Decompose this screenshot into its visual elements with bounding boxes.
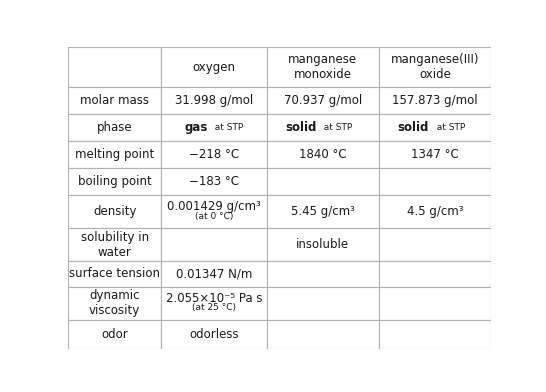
Text: molar mass: molar mass xyxy=(80,94,149,107)
Bar xyxy=(161,261,266,287)
Text: 0.001429 g/cm³: 0.001429 g/cm³ xyxy=(167,200,261,213)
Text: (at 0 °C): (at 0 °C) xyxy=(195,212,233,221)
Bar xyxy=(161,195,266,228)
Text: surface tension: surface tension xyxy=(69,267,160,280)
Bar xyxy=(379,87,491,114)
Bar xyxy=(266,195,379,228)
Text: phase: phase xyxy=(97,121,133,134)
Bar xyxy=(68,228,161,261)
Text: solid: solid xyxy=(397,121,429,134)
Bar xyxy=(161,141,266,168)
Text: melting point: melting point xyxy=(75,148,155,161)
Bar xyxy=(379,141,491,168)
Bar xyxy=(379,47,491,87)
Text: 2.055×10⁻⁵ Pa s: 2.055×10⁻⁵ Pa s xyxy=(165,292,262,305)
Bar xyxy=(266,47,379,87)
Bar xyxy=(379,287,491,319)
Bar xyxy=(68,87,161,114)
Text: oxygen: oxygen xyxy=(192,60,235,74)
Bar xyxy=(161,114,266,141)
Bar xyxy=(161,47,266,87)
Bar xyxy=(161,287,266,319)
Bar xyxy=(266,319,379,349)
Bar xyxy=(68,47,161,87)
Bar xyxy=(266,261,379,287)
Text: solubility in
water: solubility in water xyxy=(81,230,149,259)
Text: (at 25 °C): (at 25 °C) xyxy=(192,303,236,312)
Text: gas: gas xyxy=(185,121,207,134)
Bar xyxy=(379,319,491,349)
Text: 5.45 g/cm³: 5.45 g/cm³ xyxy=(291,205,355,218)
Bar xyxy=(266,228,379,261)
Text: −183 °C: −183 °C xyxy=(189,175,239,188)
Text: dynamic
viscosity: dynamic viscosity xyxy=(89,289,140,317)
Text: at STP: at STP xyxy=(318,123,352,132)
Bar xyxy=(68,141,161,168)
Bar xyxy=(68,195,161,228)
Text: solid: solid xyxy=(285,121,317,134)
Bar xyxy=(161,319,266,349)
Text: insoluble: insoluble xyxy=(296,238,349,251)
Text: manganese
monoxide: manganese monoxide xyxy=(288,53,358,81)
Text: odorless: odorless xyxy=(189,328,239,341)
Bar xyxy=(68,261,161,287)
Text: −218 °C: −218 °C xyxy=(189,148,239,161)
Bar xyxy=(161,87,266,114)
Bar xyxy=(379,195,491,228)
Text: 4.5 g/cm³: 4.5 g/cm³ xyxy=(407,205,464,218)
Text: odor: odor xyxy=(102,328,128,341)
Bar xyxy=(266,287,379,319)
Text: at STP: at STP xyxy=(431,123,465,132)
Text: 70.937 g/mol: 70.937 g/mol xyxy=(284,94,362,107)
Bar xyxy=(266,141,379,168)
Bar xyxy=(68,168,161,195)
Bar xyxy=(68,287,161,319)
Text: 0.01347 N/m: 0.01347 N/m xyxy=(176,267,252,280)
Bar xyxy=(379,114,491,141)
Bar xyxy=(161,168,266,195)
Text: manganese(III)
oxide: manganese(III) oxide xyxy=(391,53,479,81)
Bar xyxy=(379,261,491,287)
Text: 157.873 g/mol: 157.873 g/mol xyxy=(393,94,478,107)
Bar xyxy=(161,228,266,261)
Text: 1840 °C: 1840 °C xyxy=(299,148,347,161)
Bar xyxy=(68,114,161,141)
Text: 1347 °C: 1347 °C xyxy=(411,148,459,161)
Text: 31.998 g/mol: 31.998 g/mol xyxy=(175,94,253,107)
Text: density: density xyxy=(93,205,136,218)
Bar xyxy=(266,168,379,195)
Bar xyxy=(266,87,379,114)
Bar xyxy=(266,114,379,141)
Bar xyxy=(68,319,161,349)
Bar xyxy=(379,168,491,195)
Bar xyxy=(379,228,491,261)
Text: boiling point: boiling point xyxy=(78,175,152,188)
Text: at STP: at STP xyxy=(209,123,244,132)
